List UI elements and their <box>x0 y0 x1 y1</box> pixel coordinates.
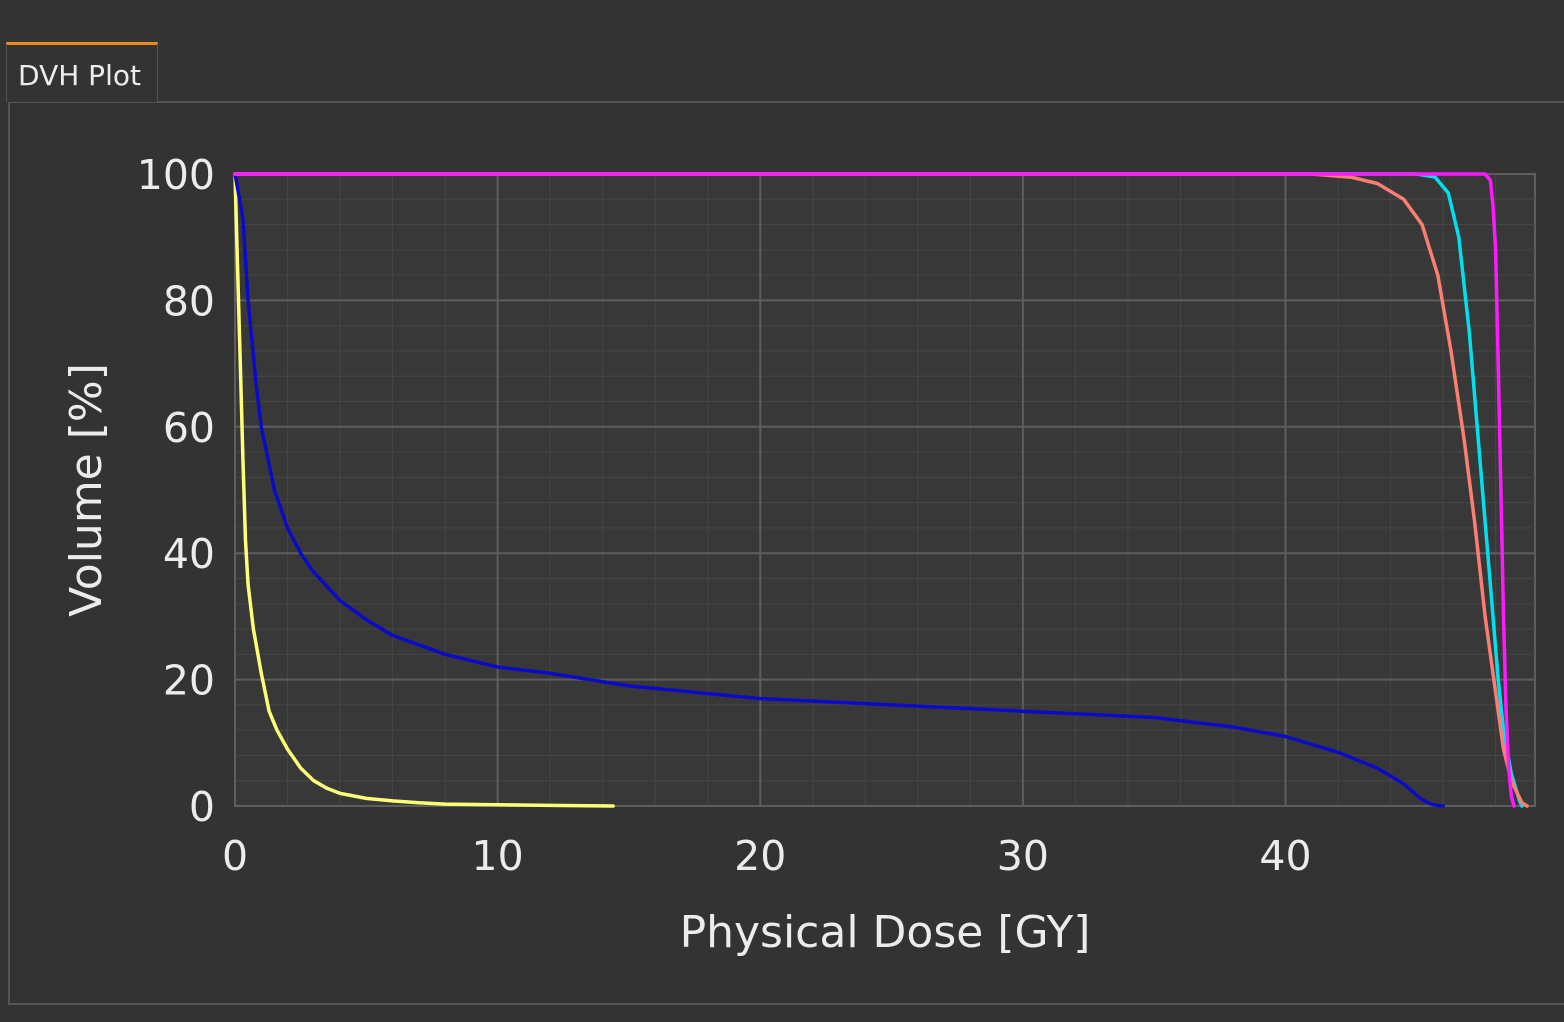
series-line-4 <box>233 172 1516 808</box>
plot-area <box>234 173 1536 807</box>
x-tick-label: 40 <box>1259 832 1311 880</box>
y-tick-label: 80 <box>163 277 215 325</box>
series-layer <box>233 172 1529 808</box>
grid-minor <box>235 174 1535 806</box>
y-axis-title: Volume [%] <box>61 363 112 617</box>
grid-major <box>234 173 1535 807</box>
y-tick-label: 20 <box>163 657 215 705</box>
x-axis-title: Physical Dose [GY] <box>680 907 1091 958</box>
x-tick-label: 20 <box>734 832 786 880</box>
y-tick-label: 40 <box>163 530 215 578</box>
x-tick-label: 0 <box>222 832 248 880</box>
y-tick-label: 100 <box>137 151 215 199</box>
y-tick-label: 60 <box>163 404 215 452</box>
series-line-0 <box>233 172 615 808</box>
series-line-1 <box>233 172 1445 808</box>
tab-label: DVH Plot <box>18 59 141 92</box>
tick-labels: 0 10 20 30 40 0 20 40 60 80 100 <box>137 151 1312 880</box>
x-tick-label: 10 <box>472 832 524 880</box>
y-tick-label: 0 <box>189 783 215 831</box>
x-tick-label: 30 <box>997 832 1049 880</box>
tab-dvh-plot[interactable]: DVH Plot <box>6 42 158 102</box>
